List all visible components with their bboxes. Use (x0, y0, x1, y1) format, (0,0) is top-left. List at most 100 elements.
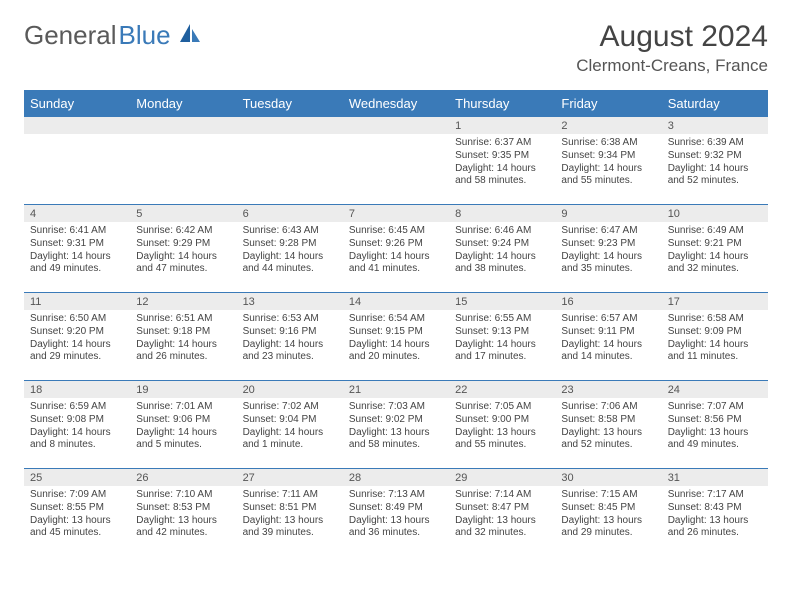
day-number: 11 (24, 293, 130, 310)
daylight-text: Daylight: 13 hours and 52 minutes. (561, 427, 655, 453)
week-row: 11Sunrise: 6:50 AMSunset: 9:20 PMDayligh… (24, 293, 768, 381)
sunrise-text: Sunrise: 6:49 AM (668, 225, 762, 238)
daylight-text: Daylight: 14 hours and 38 minutes. (455, 251, 549, 277)
day-content: Sunrise: 7:15 AMSunset: 8:45 PMDaylight:… (555, 486, 661, 548)
day-number: 5 (130, 205, 236, 222)
day-cell: 2Sunrise: 6:38 AMSunset: 9:34 PMDaylight… (555, 117, 661, 205)
daylight-text: Daylight: 14 hours and 35 minutes. (561, 251, 655, 277)
day-cell: 31Sunrise: 7:17 AMSunset: 8:43 PMDayligh… (662, 469, 768, 557)
day-cell: 19Sunrise: 7:01 AMSunset: 9:06 PMDayligh… (130, 381, 236, 469)
sunset-text: Sunset: 9:31 PM (30, 238, 124, 251)
day-content: Sunrise: 7:07 AMSunset: 8:56 PMDaylight:… (662, 398, 768, 460)
day-content: Sunrise: 6:43 AMSunset: 9:28 PMDaylight:… (237, 222, 343, 284)
day-cell: 3Sunrise: 6:39 AMSunset: 9:32 PMDaylight… (662, 117, 768, 205)
daylight-text: Daylight: 13 hours and 45 minutes. (30, 515, 124, 541)
day-content: Sunrise: 7:06 AMSunset: 8:58 PMDaylight:… (555, 398, 661, 460)
sunset-text: Sunset: 8:58 PM (561, 414, 655, 427)
day-number: 26 (130, 469, 236, 486)
day-number: 25 (24, 469, 130, 486)
sunset-text: Sunset: 9:24 PM (455, 238, 549, 251)
sunrise-text: Sunrise: 7:11 AM (243, 489, 337, 502)
day-cell: 8Sunrise: 6:46 AMSunset: 9:24 PMDaylight… (449, 205, 555, 293)
daylight-text: Daylight: 13 hours and 55 minutes. (455, 427, 549, 453)
sunset-text: Sunset: 9:23 PM (561, 238, 655, 251)
sunrise-text: Sunrise: 6:50 AM (30, 313, 124, 326)
day-number: 8 (449, 205, 555, 222)
day-content: Sunrise: 7:14 AMSunset: 8:47 PMDaylight:… (449, 486, 555, 548)
day-content: Sunrise: 7:03 AMSunset: 9:02 PMDaylight:… (343, 398, 449, 460)
day-number (343, 117, 449, 134)
week-row: 25Sunrise: 7:09 AMSunset: 8:55 PMDayligh… (24, 469, 768, 557)
daylight-text: Daylight: 13 hours and 42 minutes. (136, 515, 230, 541)
sunrise-text: Sunrise: 6:43 AM (243, 225, 337, 238)
day-number: 12 (130, 293, 236, 310)
day-cell: 15Sunrise: 6:55 AMSunset: 9:13 PMDayligh… (449, 293, 555, 381)
weekday-header: Saturday (662, 91, 768, 117)
title-block: August 2024 Clermont-Creans, France (576, 20, 768, 76)
sunset-text: Sunset: 9:16 PM (243, 326, 337, 339)
day-content: Sunrise: 7:05 AMSunset: 9:00 PMDaylight:… (449, 398, 555, 460)
sunrise-text: Sunrise: 7:17 AM (668, 489, 762, 502)
sunset-text: Sunset: 9:32 PM (668, 150, 762, 163)
day-number: 21 (343, 381, 449, 398)
day-number: 27 (237, 469, 343, 486)
sunset-text: Sunset: 9:13 PM (455, 326, 549, 339)
daylight-text: Daylight: 14 hours and 5 minutes. (136, 427, 230, 453)
day-content: Sunrise: 6:54 AMSunset: 9:15 PMDaylight:… (343, 310, 449, 372)
logo: GeneralBlue (24, 20, 201, 51)
sunset-text: Sunset: 9:02 PM (349, 414, 443, 427)
day-cell: 5Sunrise: 6:42 AMSunset: 9:29 PMDaylight… (130, 205, 236, 293)
day-number: 3 (662, 117, 768, 134)
sunrise-text: Sunrise: 6:59 AM (30, 401, 124, 414)
sunrise-text: Sunrise: 7:02 AM (243, 401, 337, 414)
sunset-text: Sunset: 9:00 PM (455, 414, 549, 427)
sunrise-text: Sunrise: 7:06 AM (561, 401, 655, 414)
day-number: 24 (662, 381, 768, 398)
month-title: August 2024 (576, 20, 768, 54)
weekday-header: Friday (555, 91, 661, 117)
day-cell: 13 Sunrise: 6:53 AMSunset: 9:16 PMDayligh… (237, 293, 343, 381)
day-cell: 26Sunrise: 7:10 AMSunset: 8:53 PMDayligh… (130, 469, 236, 557)
day-cell: 21Sunrise: 7:03 AMSunset: 9:02 PMDayligh… (343, 381, 449, 469)
daylight-text: Daylight: 14 hours and 32 minutes. (668, 251, 762, 277)
sunset-text: Sunset: 8:56 PM (668, 414, 762, 427)
day-number: 13 (237, 293, 343, 310)
day-number: 7 (343, 205, 449, 222)
day-cell (343, 117, 449, 205)
day-content (130, 134, 236, 196)
day-content: Sunrise: 7:10 AMSunset: 8:53 PMDaylight:… (130, 486, 236, 548)
day-number (130, 117, 236, 134)
day-cell: 11Sunrise: 6:50 AMSunset: 9:20 PMDayligh… (24, 293, 130, 381)
day-number (237, 117, 343, 134)
daylight-text: Daylight: 13 hours and 32 minutes. (455, 515, 549, 541)
day-content: Sunrise: 6:59 AMSunset: 9:08 PMDaylight:… (24, 398, 130, 460)
day-content (237, 134, 343, 196)
sunset-text: Sunset: 9:04 PM (243, 414, 337, 427)
weekday-header: Monday (130, 91, 236, 117)
sunrise-text: Sunrise: 6:37 AM (455, 137, 549, 150)
sunrise-text: Sunrise: 7:09 AM (30, 489, 124, 502)
sunset-text: Sunset: 9:35 PM (455, 150, 549, 163)
sunset-text: Sunset: 9:29 PM (136, 238, 230, 251)
day-content: Sunrise: 7:11 AMSunset: 8:51 PMDaylight:… (237, 486, 343, 548)
weekday-header: Tuesday (237, 91, 343, 117)
daylight-text: Daylight: 14 hours and 23 minutes. (243, 339, 337, 365)
sunset-text: Sunset: 9:15 PM (349, 326, 443, 339)
sunrise-text: Sunrise: 6:53 AM (243, 313, 337, 326)
calendar-head: SundayMondayTuesdayWednesdayThursdayFrid… (24, 91, 768, 117)
day-number: 2 (555, 117, 661, 134)
sunset-text: Sunset: 9:28 PM (243, 238, 337, 251)
sunrise-text: Sunrise: 6:51 AM (136, 313, 230, 326)
day-number: 17 (662, 293, 768, 310)
day-content: Sunrise: 6:38 AMSunset: 9:34 PMDaylight:… (555, 134, 661, 196)
sunrise-text: Sunrise: 6:55 AM (455, 313, 549, 326)
day-content: Sunrise: 6:55 AMSunset: 9:13 PMDaylight:… (449, 310, 555, 372)
day-cell (130, 117, 236, 205)
daylight-text: Daylight: 13 hours and 39 minutes. (243, 515, 337, 541)
sunset-text: Sunset: 9:21 PM (668, 238, 762, 251)
sunset-text: Sunset: 9:11 PM (561, 326, 655, 339)
day-cell: 1Sunrise: 6:37 AMSunset: 9:35 PMDaylight… (449, 117, 555, 205)
day-cell: 12Sunrise: 6:51 AMSunset: 9:18 PMDayligh… (130, 293, 236, 381)
sunrise-text: Sunrise: 6:47 AM (561, 225, 655, 238)
day-number: 29 (449, 469, 555, 486)
